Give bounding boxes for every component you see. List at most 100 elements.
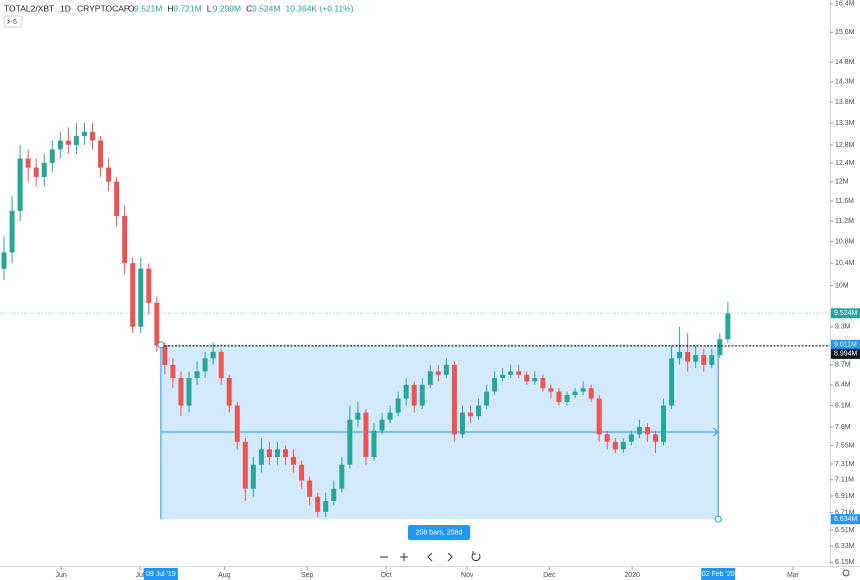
- candle-body: [81, 131, 87, 137]
- settings-icon[interactable]: [842, 569, 850, 577]
- candle-body: [556, 391, 562, 403]
- candle-body: [669, 358, 675, 406]
- range-handle: [157, 341, 165, 349]
- range-price-label-bg: [831, 339, 860, 350]
- scroll-left-button[interactable]: [422, 549, 438, 565]
- y-tick-label: 15.6M: [835, 29, 855, 36]
- y-tick-label: 9.3M: [835, 324, 851, 331]
- ohlc: O 9.521M H 9.721M L 9.299M C 9.524M 10.364K (+0.…: [128, 3, 354, 13]
- candle-body: [258, 449, 264, 465]
- candle-body: [459, 412, 465, 435]
- candle-body: [178, 378, 184, 406]
- candle-body: [106, 167, 112, 182]
- y-tick-label: 8.1M: [835, 402, 851, 409]
- interval: 1D: [60, 3, 71, 13]
- right-icon: [447, 552, 453, 562]
- candle-body: [419, 384, 425, 406]
- y-tick-label: 8.4M: [835, 382, 851, 389]
- candle-body: [387, 412, 393, 420]
- y-tick-label: 10.4M: [835, 260, 855, 267]
- candle-body: [33, 167, 39, 177]
- candle-body: [524, 374, 530, 382]
- y-tick-label: 6.91M: [835, 493, 855, 500]
- candle-body: [484, 391, 490, 406]
- candle-body: [532, 378, 538, 382]
- candle-body: [717, 339, 723, 356]
- candle-body: [98, 140, 104, 168]
- candle-body: [363, 412, 369, 457]
- header: TOTAL2/XBT 1D CRYPTOCAP O 9.521M H 9.721M L 9…: [3, 3, 354, 28]
- y-tick-label: 6.15M: [835, 559, 855, 566]
- candle-body: [677, 351, 683, 359]
- candle-body: [476, 405, 482, 417]
- candle-body: [331, 488, 337, 501]
- candle-body: [162, 345, 168, 365]
- candle-body: [73, 136, 79, 145]
- candle-body: [580, 388, 586, 392]
- candle-body: [516, 371, 522, 375]
- plot: [0, 123, 830, 523]
- candle-body: [596, 398, 602, 435]
- candle-body: [41, 163, 47, 177]
- y-tick-label: 13.8M: [835, 99, 855, 106]
- x-tick-label: Nov: [461, 572, 474, 579]
- candle-body: [315, 496, 321, 512]
- candle-body: [693, 355, 699, 362]
- y-tick-label: 7.11M: [835, 477, 854, 484]
- left-icon: [427, 552, 433, 562]
- candle-body: [427, 371, 433, 385]
- y-tick-label: 12.4M: [835, 160, 855, 167]
- candle-body: [226, 378, 232, 406]
- candle-body: [612, 441, 618, 450]
- ohlc-value: 9.524M: [252, 3, 280, 13]
- ohlc-value: 9.299M: [213, 3, 241, 13]
- x-tick-label: Oct: [381, 572, 392, 579]
- x-tick-label: 2020: [624, 572, 640, 579]
- ohlc-value: 9.721M: [173, 3, 201, 13]
- candle-body: [661, 405, 667, 442]
- candle-body: [701, 355, 707, 365]
- reset-button[interactable]: [468, 549, 484, 565]
- range-date-bg: [143, 568, 178, 580]
- candle-body: [467, 412, 473, 417]
- candle-body: [548, 388, 554, 392]
- y-tick-label: 7.55M: [835, 442, 855, 449]
- candle-body: [564, 395, 570, 403]
- reset-icon: [471, 551, 481, 562]
- scroll-right-button[interactable]: [442, 549, 458, 565]
- candle-body: [371, 430, 377, 457]
- candle-body: [234, 405, 240, 442]
- candle-body: [636, 427, 642, 435]
- candle-body: [572, 391, 578, 396]
- collapse-button[interactable]: [3, 15, 23, 28]
- candle-body: [154, 302, 160, 346]
- y-tick-label: 10M: [835, 282, 849, 289]
- range-info: 208 bars, 208d: [416, 529, 463, 536]
- range-date-label: 02 Feb '20: [702, 571, 735, 578]
- range-handle: [714, 515, 722, 523]
- range-price-label-bg: [831, 514, 860, 525]
- candle-body: [299, 464, 305, 481]
- candle-body: [355, 412, 361, 420]
- candle-body: [130, 263, 136, 327]
- candle-body: [49, 149, 55, 164]
- symbol: TOTAL2/XBT: [4, 3, 54, 13]
- x-tick-label: Sep: [301, 572, 314, 579]
- ohlc-value: 9.521M: [134, 3, 162, 13]
- candle-body: [540, 378, 546, 389]
- y-tick-label: 7.31M: [835, 461, 855, 468]
- chevron-icon: [7, 19, 11, 24]
- candle-body: [266, 449, 272, 457]
- candle-body: [57, 140, 63, 150]
- toolbar: [376, 549, 850, 577]
- candle-body: [138, 268, 144, 327]
- candle-body: [250, 464, 256, 489]
- candle-body: [122, 215, 128, 264]
- y-tick-label: 11.2M: [835, 218, 854, 225]
- ohlc-key: H: [167, 3, 173, 13]
- range-date-bg: [701, 568, 736, 580]
- candle-body: [604, 434, 610, 442]
- candle-body: [242, 441, 248, 489]
- price-line-label: 8.994M: [834, 351, 858, 358]
- candle-body: [170, 364, 176, 379]
